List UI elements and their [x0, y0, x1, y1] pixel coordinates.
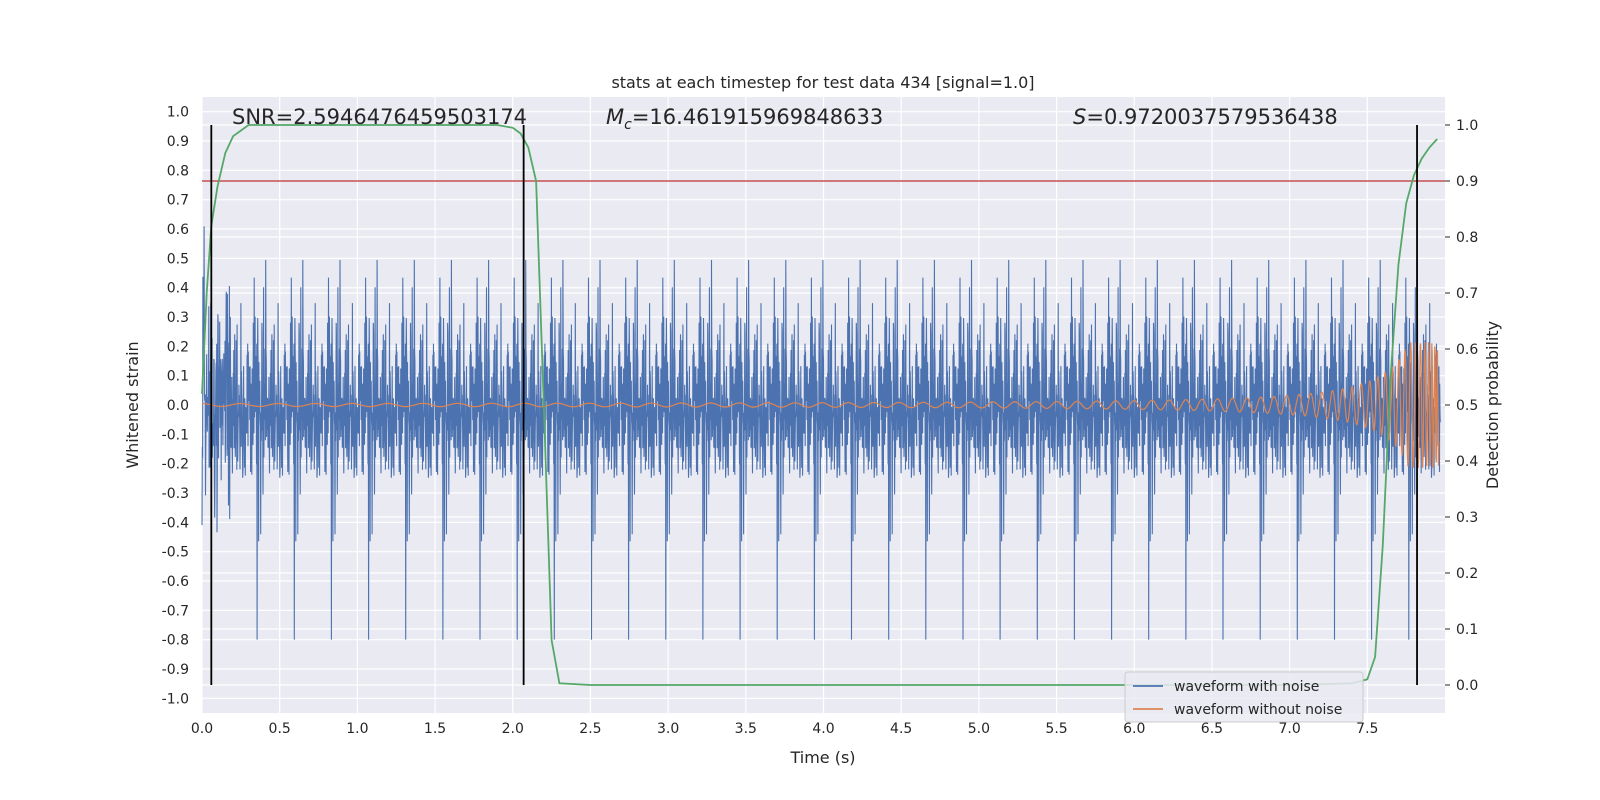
chirp-mass-symbol: M — [606, 105, 624, 129]
chirp-mass-annotation: Mc=16.461915969848633 — [606, 105, 883, 133]
y-left-tick-label: 0.6 — [167, 222, 189, 238]
x-tick-label: 7.0 — [1278, 721, 1300, 737]
series-detection-probability — [201, 124, 1438, 686]
x-tick-label: 4.5 — [890, 721, 912, 737]
y-left-tick-label: -1.0 — [162, 691, 189, 707]
y-left-tick-label: -0.7 — [162, 603, 189, 619]
y-left-tick-label: -0.2 — [162, 457, 189, 473]
x-tick-label: 2.0 — [502, 721, 524, 737]
series-waveform-with-noise — [201, 226, 1441, 640]
x-tick-label: 7.5 — [1356, 721, 1378, 737]
snr-annotation: SNR=2.5946476459503174 — [232, 105, 527, 129]
y-left-tick-label: 0.1 — [167, 369, 189, 385]
y-right-tick-label: 0.4 — [1456, 454, 1478, 470]
y-left-tick-label: -0.6 — [162, 574, 189, 590]
x-tick-label: 0.0 — [191, 721, 213, 737]
x-tick-label: 2.5 — [579, 721, 601, 737]
y-right-tick-label: 0.3 — [1456, 510, 1478, 526]
y-left-tick-label: 0.2 — [167, 339, 189, 355]
y-left-tick-label: -0.1 — [162, 427, 189, 443]
y-right-tick-label: 0.9 — [1456, 174, 1478, 190]
y-axis-label-right: Detection probability — [1483, 321, 1502, 489]
y-right-tick-label: 0.8 — [1456, 230, 1478, 246]
y-left-tick-label: -0.8 — [162, 633, 189, 649]
y-left-tick-label: 0.7 — [167, 193, 189, 209]
chirp-mass-subscript: c — [624, 117, 632, 133]
chirp-mass-value: =16.461915969848633 — [632, 105, 883, 129]
series-layer — [201, 124, 1445, 686]
score-symbol: S — [1073, 105, 1086, 129]
x-axis-label: Time (s) — [789, 748, 855, 767]
y-left-tick-label: 0.5 — [167, 251, 189, 267]
score-annotation: S=0.9720037579536438 — [1073, 105, 1338, 129]
y-right-tick-label: 0.1 — [1456, 622, 1478, 638]
series-waveform-without-noise — [202, 342, 1440, 469]
legend-box — [1124, 671, 1364, 723]
x-tick-label: 1.5 — [424, 721, 446, 737]
x-tick-label: 5.0 — [968, 721, 990, 737]
x-tick-label: 6.5 — [1201, 721, 1223, 737]
y-left-tick-label: -0.4 — [162, 515, 189, 531]
x-tick-label: 1.0 — [346, 721, 368, 737]
legend: waveform with noise waveform without noi… — [1124, 671, 1364, 723]
y-left-tick-label: -0.5 — [162, 545, 189, 561]
y-left-tick-label: -0.3 — [162, 486, 189, 502]
y-right-tick-label: 0.7 — [1456, 286, 1478, 302]
legend-label-noise: waveform with noise — [1174, 679, 1319, 695]
y-right-tick-label: 0.2 — [1456, 566, 1478, 582]
x-tick-label: 3.5 — [735, 721, 757, 737]
score-value: =0.9720037579536438 — [1086, 105, 1337, 129]
x-tick-label: 4.0 — [812, 721, 834, 737]
y-left-tick-label: 0.8 — [167, 163, 189, 179]
y-left-tick-label: 0.0 — [167, 398, 189, 414]
y-left-tick-label: 1.0 — [167, 105, 189, 121]
chart-title: stats at each timestep for test data 434… — [611, 73, 1034, 92]
x-tick-label: 6.0 — [1123, 721, 1145, 737]
x-tick-label: 5.5 — [1045, 721, 1067, 737]
legend-label-clean: waveform without noise — [1174, 702, 1342, 718]
y-left-tick-label: 0.9 — [167, 134, 189, 150]
x-tick-label: 3.0 — [657, 721, 679, 737]
y-right-tick-label: 0.0 — [1456, 678, 1478, 694]
y-left-tick-label: 0.3 — [167, 310, 189, 326]
y-axis-label-left: Whitened strain — [123, 341, 142, 468]
x-tick-label: 0.5 — [269, 721, 291, 737]
y-right-tick-label: 0.5 — [1456, 398, 1478, 414]
y-right-tick-label: 0.6 — [1456, 342, 1478, 358]
y-left-tick-label: 0.4 — [167, 281, 189, 297]
y-left-tick-label: -0.9 — [162, 662, 189, 678]
y-right-tick-label: 1.0 — [1456, 118, 1478, 134]
ticks: 0.0 0.5 1.0 1.5 2.0 2.5 3.0 3.5 4.0 4.5 5.0 5.5 6.0 6… — [162, 105, 1479, 737]
